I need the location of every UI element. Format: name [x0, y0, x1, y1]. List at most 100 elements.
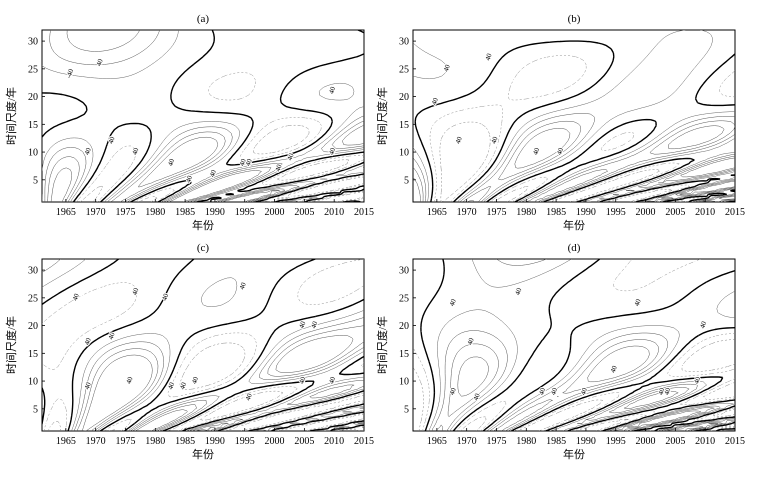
- contour-line-level-6: [413, 125, 735, 202]
- contour-label: 40: [466, 336, 476, 346]
- y-tick-label: 30: [399, 37, 409, 48]
- x-tick-label: 1980: [145, 436, 165, 447]
- y-tick-label: 5: [33, 404, 38, 415]
- contour-labels: 40 40 40 40 40 40 40: [429, 51, 566, 157]
- x-tick-label: 1985: [546, 436, 566, 447]
- x-tick-label: 2010: [324, 207, 344, 218]
- y-tick-label: 25: [399, 64, 409, 75]
- contour-line-level-4: [431, 259, 735, 431]
- contour-label: 40: [327, 375, 337, 385]
- y-tick-label: 5: [404, 404, 409, 415]
- panel-label: (b): [568, 13, 581, 25]
- contour-label: 40: [184, 174, 194, 184]
- contour-line-level-1: [413, 259, 735, 431]
- contours: [42, 30, 364, 202]
- y-axis-label: 时间尺度/年: [4, 87, 18, 145]
- contour-line-level-3: [413, 30, 735, 202]
- contour-label: 40: [244, 157, 254, 167]
- x-tick-label: 1990: [205, 207, 225, 218]
- x-tick-label: 2005: [294, 207, 314, 218]
- x-tick-label: 1995: [235, 207, 255, 218]
- contour-label: 40: [274, 163, 284, 173]
- y-tick-label: 15: [399, 120, 409, 131]
- panel-label: (a): [197, 13, 210, 25]
- x-tick-label: 1975: [115, 207, 135, 218]
- y-ticks: 5 10 15 20 25 30: [399, 266, 416, 415]
- y-tick-label: 15: [28, 120, 38, 131]
- contour-label: 40: [125, 375, 135, 385]
- x-tick-label: 1965: [56, 436, 76, 447]
- contour-line-level-0: [80, 124, 364, 202]
- contour-line-level-2: [420, 259, 735, 431]
- contour-label: 40: [490, 135, 500, 145]
- contour-line-level-0: [413, 339, 735, 431]
- x-tick-label: 1975: [115, 436, 135, 447]
- contour-label: 40: [537, 386, 547, 396]
- y-axis-label: 时间尺度/年: [375, 316, 389, 374]
- x-tick-label: 1975: [486, 207, 506, 218]
- contour-line-level-6: [50, 124, 364, 202]
- x-tick-label: 1990: [576, 436, 596, 447]
- contour-label: 40: [698, 320, 708, 330]
- x-tick-label: 1970: [86, 436, 106, 447]
- plot-frame: [41, 258, 365, 432]
- x-tick-label: 2015: [354, 207, 374, 218]
- contours: [42, 259, 364, 431]
- x-tick-label: 1980: [145, 207, 165, 218]
- contour-label: 40: [208, 168, 218, 178]
- y-tick-label: 10: [399, 148, 409, 159]
- contour-label: 40: [244, 392, 254, 402]
- x-tick-label: 2000: [265, 436, 285, 447]
- x-tick-label: 2015: [354, 436, 374, 447]
- contour-line-level-6: [457, 345, 718, 431]
- y-tick-label: 5: [404, 175, 409, 186]
- contour-line-level-0: [47, 342, 364, 431]
- x-ticks: 1965 1970 1975 1980 1985 1990 1995 2000 2005 2010…: [56, 428, 374, 447]
- x-tick-label: 1970: [86, 207, 106, 218]
- contour-line-level-1: [42, 259, 364, 431]
- x-tick-label: 1985: [175, 207, 195, 218]
- x-ticks: 1965 1970 1975 1980 1985 1990 1995 2000 2005 2010…: [56, 199, 374, 218]
- contour-label: 40: [83, 381, 93, 391]
- y-tick-label: 10: [28, 377, 38, 388]
- contour-label: 40: [298, 375, 308, 385]
- x-tick-label: 1970: [457, 207, 477, 218]
- contour-label: 40: [286, 152, 296, 162]
- x-tick-label: 1970: [457, 436, 477, 447]
- y-ticks: 5 10 15 20 25 30: [28, 266, 45, 415]
- x-tick-label: 1980: [516, 207, 536, 218]
- contour-label: 40: [454, 135, 464, 145]
- y-tick-label: 10: [28, 148, 38, 159]
- x-tick-label: 1985: [546, 207, 566, 218]
- contour-label: 40: [327, 146, 337, 156]
- contour-label: 40: [609, 364, 619, 374]
- x-tick-label: 1995: [606, 207, 626, 218]
- panel-label: (d): [568, 242, 581, 254]
- x-tick-label: 1980: [516, 436, 536, 447]
- x-tick-label: 1965: [427, 436, 447, 447]
- y-tick-label: 25: [28, 64, 38, 75]
- x-tick-label: 1990: [205, 436, 225, 447]
- contour-label: 40: [71, 292, 81, 302]
- contour-label: 40: [663, 386, 673, 396]
- contour-label: 40: [448, 386, 458, 396]
- x-tick-label: 2000: [636, 207, 656, 218]
- y-tick-label: 30: [399, 266, 409, 277]
- contour-label: 40: [131, 286, 141, 296]
- contour-label: 40: [107, 331, 117, 341]
- x-axis-label: 年份: [192, 447, 214, 461]
- x-ticks: 1965 1970 1975 1980 1985 1990 1995 2000 2005 2010…: [427, 199, 745, 218]
- contour-label: 40: [555, 146, 565, 156]
- x-tick-label: 2010: [695, 436, 715, 447]
- contour-line-level-4: [44, 30, 364, 202]
- contour-label: 40: [484, 52, 494, 62]
- y-axis-label: 时间尺度/年: [4, 316, 18, 374]
